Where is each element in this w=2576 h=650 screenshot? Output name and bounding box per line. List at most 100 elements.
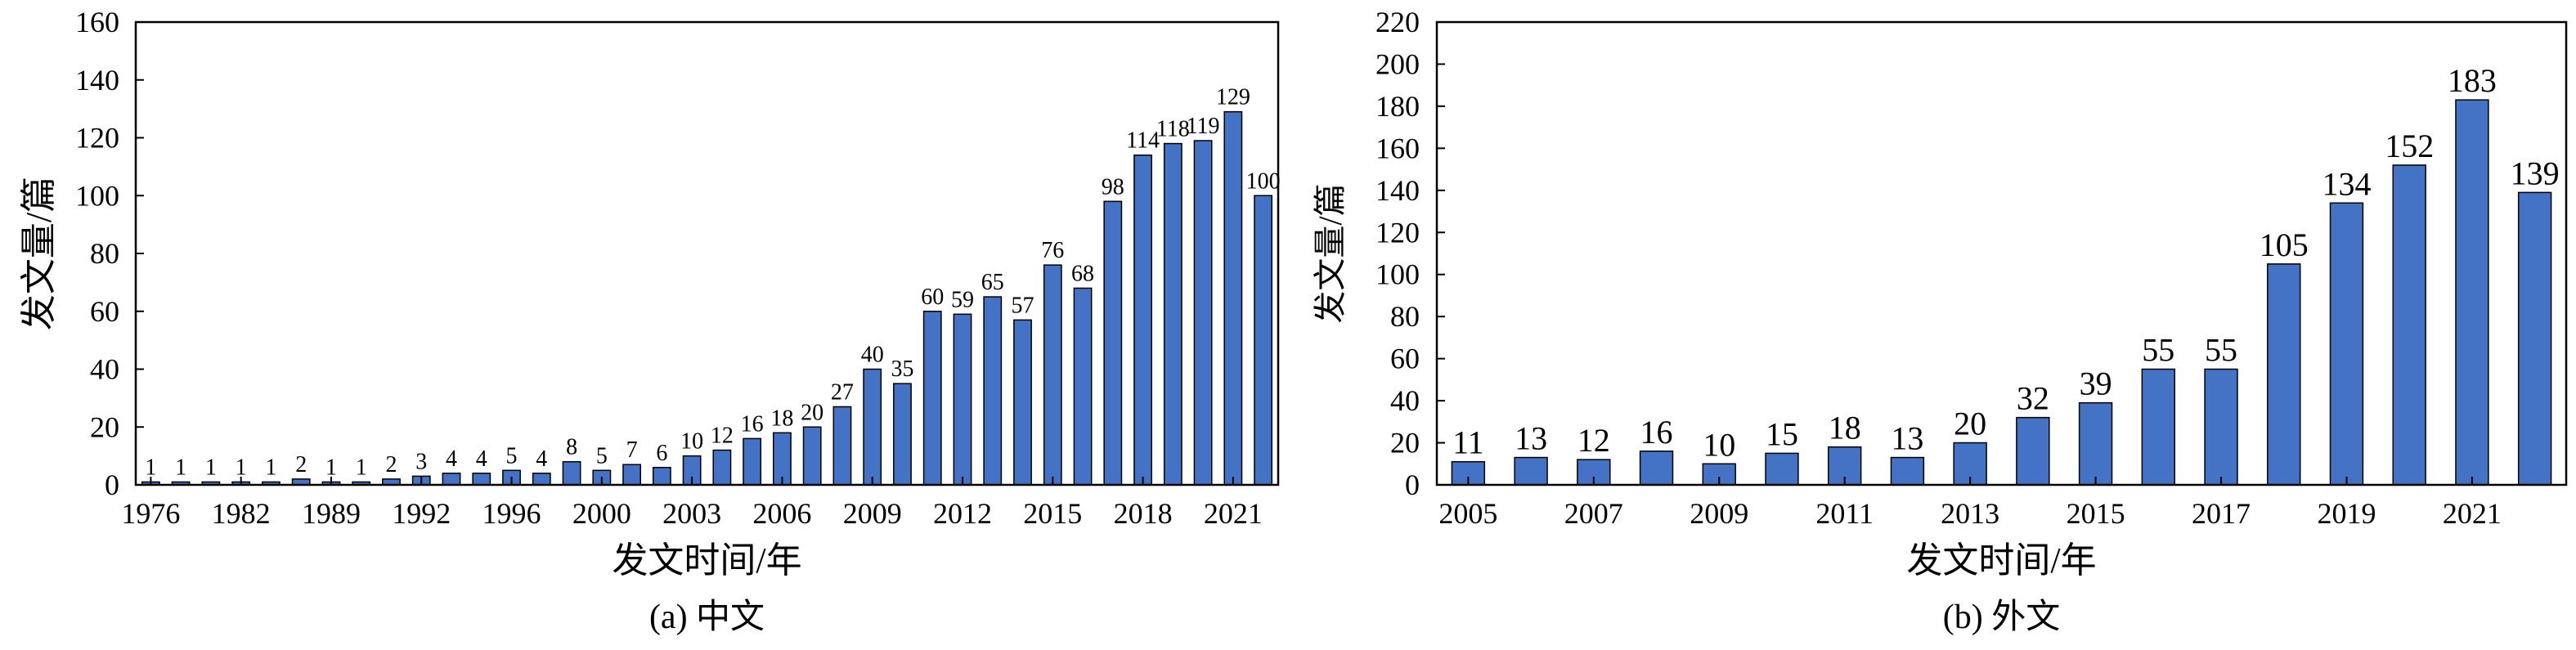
x-axis-title: 发文时间/年 (1906, 540, 2096, 581)
data-label-2000: 5 (596, 443, 608, 468)
bar-2018 (2267, 263, 2301, 486)
data-label-2012: 59 (951, 287, 974, 312)
y-tick-label: 120 (75, 122, 119, 155)
y-tick-label: 80 (90, 237, 119, 270)
x-tick-label: 2003 (662, 497, 721, 530)
x-tick-label: 2021 (2443, 497, 2502, 530)
y-tick-label: 60 (90, 295, 119, 328)
bar-2016 (2141, 368, 2176, 486)
data-label-2017: 98 (1102, 174, 1124, 199)
x-tick-label: 2015 (1023, 497, 1082, 530)
data-label-1993: 4 (446, 446, 457, 472)
data-label-2007: 12 (1577, 422, 1610, 459)
data-label-2017: 55 (2205, 332, 2237, 369)
bar-2007 (802, 426, 822, 486)
plot-frame (1435, 20, 2568, 486)
bar-2009 (863, 368, 882, 486)
data-label-2021: 183 (2448, 62, 2497, 99)
bar-2019 (2329, 202, 2364, 486)
x-tick-label: 2007 (1564, 497, 1623, 530)
data-label-1981: 1 (205, 455, 217, 480)
x-axis-title: 发文时间/年 (612, 540, 801, 581)
data-label-2005: 16 (741, 411, 764, 437)
y-tick-label: 180 (1376, 90, 1420, 123)
x-tick-label: 2019 (2317, 497, 2376, 530)
chart-caption: (a) 中文 (649, 598, 765, 636)
y-tick-label: 40 (90, 353, 119, 386)
data-label-1979: 1 (175, 455, 186, 480)
data-label-2020: 119 (1187, 114, 1220, 139)
data-label-1998: 8 (566, 435, 577, 460)
data-label-2007: 20 (801, 400, 824, 425)
bar-2020 (2392, 164, 2426, 486)
y-tick-label: 100 (75, 179, 119, 212)
y-tick-label: 160 (1376, 132, 1420, 164)
y-tick-label: 140 (75, 64, 119, 96)
y-axis-title: 发文量/篇 (1312, 183, 1349, 323)
x-tick-label: 1989 (302, 497, 361, 530)
bar-2022 (2517, 191, 2552, 486)
x-tick-label: 1982 (212, 497, 271, 530)
x-tick-label: 2013 (1941, 497, 1999, 530)
x-tick-label: 2017 (2192, 497, 2251, 530)
data-label-2019: 134 (2322, 165, 2371, 202)
x-tick-label: 2006 (752, 497, 811, 530)
data-label-2012: 13 (1891, 420, 1923, 457)
x-tick-label: 2021 (1204, 497, 1263, 530)
bar-2001 (622, 464, 641, 486)
bar-2010 (1765, 452, 1799, 486)
x-tick-label: 2005 (1438, 497, 1497, 530)
y-tick-label: 200 (1376, 47, 1420, 80)
bar-2022 (1254, 195, 1273, 486)
data-label-2019: 118 (1156, 117, 1190, 142)
data-label-2011: 60 (921, 285, 944, 310)
data-label-2018: 105 (2260, 226, 2309, 263)
data-label-1976: 1 (145, 455, 156, 480)
bar-2021 (2455, 99, 2489, 486)
y-tick-label: 20 (1390, 427, 1420, 459)
x-tick-label: 1992 (392, 497, 451, 530)
data-label-1984: 1 (265, 455, 276, 480)
x-tick-label: 2009 (1690, 497, 1748, 530)
data-label-2022: 100 (1246, 168, 1281, 194)
data-label-2002: 6 (656, 441, 667, 466)
y-tick-label: 140 (1376, 174, 1420, 207)
data-label-2016: 55 (2142, 332, 2174, 369)
y-tick-label: 220 (1376, 6, 1420, 38)
bar-2014 (1013, 319, 1032, 486)
bar-2004 (712, 449, 732, 486)
y-tick-label: 160 (75, 6, 119, 38)
data-label-2014: 32 (2017, 380, 2049, 417)
data-label-2014: 57 (1012, 293, 1034, 318)
data-label-1994: 4 (476, 446, 487, 472)
data-label-2008: 27 (831, 379, 854, 405)
bar-2014 (2016, 416, 2050, 486)
data-label-1991: 2 (385, 452, 397, 477)
data-label-2016: 68 (1071, 261, 1094, 286)
data-label-2013: 65 (981, 270, 1004, 295)
x-tick-label: 2015 (2067, 497, 2125, 530)
data-label-2005: 11 (1452, 424, 1484, 461)
bar-1997 (532, 473, 551, 486)
y-tick-label: 20 (90, 410, 119, 443)
chart-caption: (b) 外文 (1943, 598, 2060, 636)
bar-2015 (2078, 401, 2113, 486)
data-label-1982: 1 (236, 455, 247, 480)
bar-2010 (893, 383, 912, 486)
data-label-2018: 114 (1126, 128, 1160, 154)
x-tick-label: 1996 (482, 497, 541, 530)
data-label-2009: 40 (861, 343, 884, 368)
y-tick-label: 0 (1405, 468, 1420, 501)
bar-2012 (953, 313, 972, 486)
bar-2012 (1890, 456, 1925, 486)
x-tick-label: 2018 (1114, 497, 1173, 530)
x-tick-label: 1976 (121, 497, 180, 530)
bar-1998 (562, 460, 581, 486)
bar-2013 (983, 296, 1003, 486)
x-tick-label: 2000 (572, 497, 631, 530)
data-label-2006: 13 (1515, 420, 1547, 457)
data-label-1996: 5 (506, 443, 518, 468)
bar-2017 (2204, 368, 2238, 486)
x-tick-label: 2009 (843, 497, 902, 530)
